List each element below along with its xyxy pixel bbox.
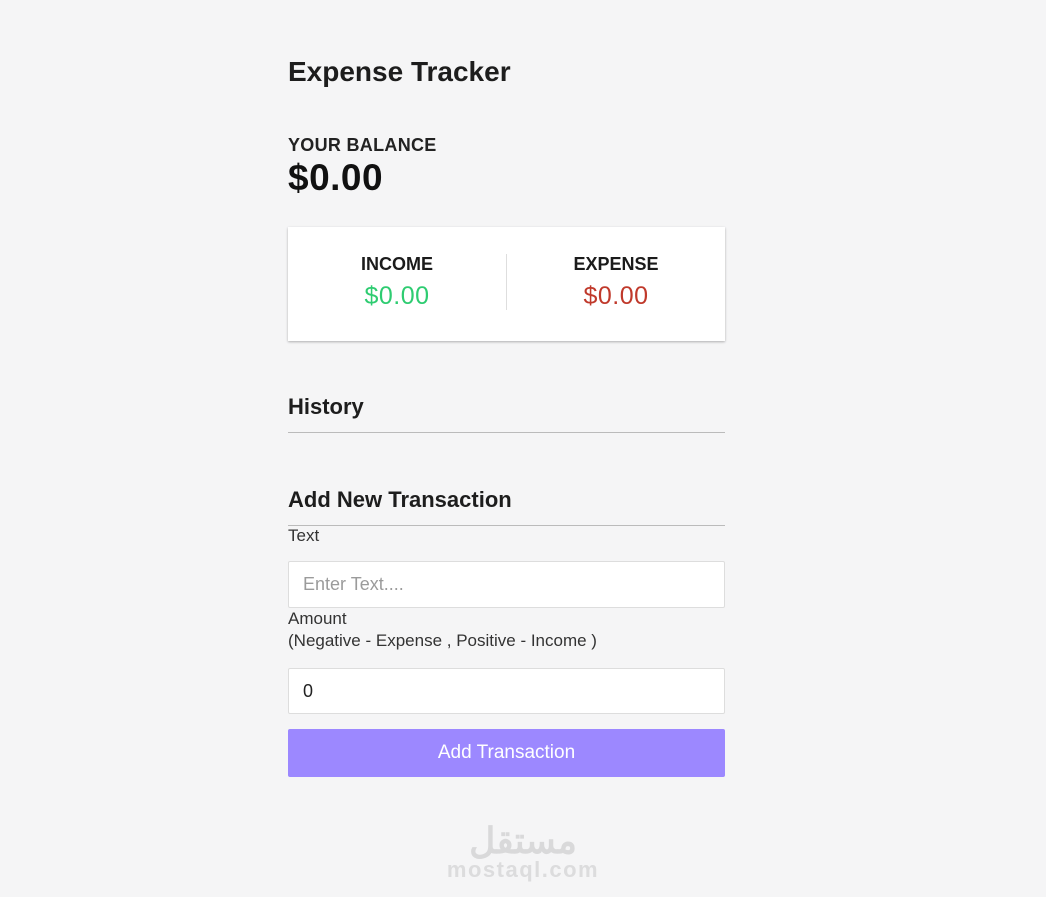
income-expense-card: INCOME $0.00 EXPENSE $0.00 [288,227,725,341]
add-transaction-heading: Add New Transaction [288,488,725,526]
app-container: Expense Tracker YOUR BALANCE $0.00 INCOM… [288,0,725,777]
add-transaction-button[interactable]: Add Transaction [288,729,725,777]
mostaql-domain: mostaql.com [446,857,600,882]
balance-label: YOUR BALANCE [288,135,437,155]
text-field-label: Text [288,526,320,545]
mostaql-logo: مستقل [469,820,577,861]
amount-field-label: Amount [288,609,347,628]
income-value: $0.00 [364,282,430,310]
income-label: INCOME [361,254,433,274]
expense-label: EXPENSE [573,254,659,274]
text-input[interactable] [288,561,725,608]
page-title: Expense Tracker [288,56,511,87]
balance-value: $0.00 [288,157,384,198]
history-heading: History [288,395,725,433]
watermark: مستقل mostaql.com [447,820,599,882]
income-column: INCOME $0.00 [288,254,507,310]
amount-field-hint: (Negative - Expense , Positive - Income … [288,631,597,650]
add-transaction-form: Text Amount (Negative - Expense , Positi… [288,526,725,777]
expense-value: $0.00 [583,282,649,310]
amount-input[interactable] [288,668,725,714]
expense-column: EXPENSE $0.00 [507,254,725,310]
